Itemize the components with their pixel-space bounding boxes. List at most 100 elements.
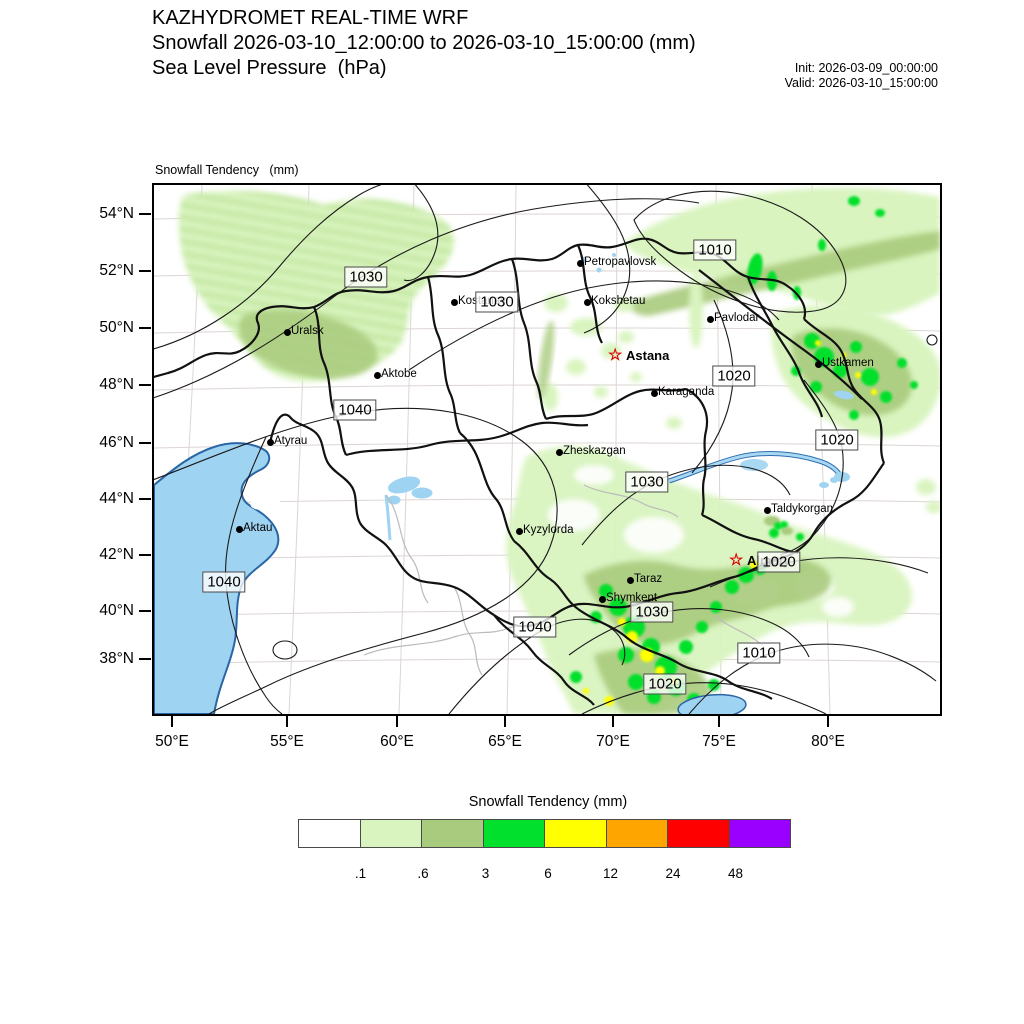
city-dot-pavlodar: [706, 315, 714, 323]
lat-label-54-n: 54°N: [99, 205, 134, 222]
colorbar-segment-6: [667, 819, 730, 848]
lat-label-40-n: 40°N: [99, 602, 134, 619]
city-dot-ustkamen: [814, 360, 822, 368]
lat-tick-44-n: [139, 498, 151, 500]
city-dot-karaganda: [650, 389, 658, 397]
lake-balkhash: [668, 451, 850, 484]
lat-tick-40-n: [139, 610, 151, 612]
city-dot-petropavlovsk: [576, 259, 584, 267]
init-time: Init: 2026-03-09_00:00:00: [794, 61, 938, 75]
colorbar-segment-7: [728, 819, 791, 848]
lon-tick-50-e: [171, 714, 173, 727]
city-label-uralsk: Uralsk: [291, 325, 324, 337]
lon-tick-75-e: [718, 714, 720, 727]
lon-label-55-e: 55°E: [270, 733, 304, 750]
colorbar-segment-5: [605, 819, 668, 848]
city-label-petropavlovsk: Petropavlovsk: [584, 256, 657, 268]
city-label-kokshetau: Kokshetau: [591, 295, 646, 307]
borders: [154, 237, 886, 706]
lat-label-52-n: 52°N: [99, 262, 134, 279]
city-label-taldykorgan: Taldykorgan: [771, 503, 834, 515]
city-dot-kyzylorda: [515, 527, 523, 535]
city-star-icon-almaty: ☆: [729, 552, 744, 569]
subtitle-pressure: Sea Level Pressure (hPa): [152, 57, 387, 79]
pressure-label-1030-9: 1030: [630, 601, 674, 623]
colorbar: Snowfall Tendency (mm) .1 .6 3 6 12 24 48: [298, 794, 800, 909]
lon-tick-60-e: [396, 714, 398, 727]
city-label-shymkent: Shymkent: [606, 592, 658, 604]
city-label-ustkamen: Ustkamen: [822, 357, 874, 369]
lat-label-46-n: 46°N: [99, 434, 134, 451]
colorbar-segment-2: [421, 819, 484, 848]
pressure-label-1040-10: 1040: [513, 616, 557, 638]
aral-lakes: [387, 476, 433, 505]
lat-tick-52-n: [139, 270, 151, 272]
colorbar-segment-0: [298, 819, 361, 848]
lat-label-44-n: 44°N: [99, 490, 134, 507]
colorbar-tick-24: 24: [665, 866, 681, 881]
pressure-label-1010-11: 1010: [737, 642, 781, 664]
map-overlay: KostanayPetropavlovskKokshetauPavlodarUr…: [154, 185, 940, 714]
subtitle-snowfall-range: Snowfall 2026-03-10_12:00:00 to 2026-03-…: [152, 32, 696, 54]
lon-label-50-e: 50°E: [155, 733, 189, 750]
colorbar-segment-3: [482, 819, 545, 848]
city-label-aktobe: Aktobe: [381, 368, 417, 380]
legend-line-snowfall: Snowfall Tendency (mm): [155, 163, 299, 177]
city-dot-atyrau: [266, 438, 274, 446]
colorbar-tick-3: 3: [481, 866, 490, 881]
city-label-astana: Astana: [626, 348, 670, 363]
page-title: KAZHYDROMET REAL-TIME WRF: [152, 7, 469, 29]
city-dot-taldykorgan: [763, 506, 771, 514]
run-times: Init: 2026-03-09_00:00:00 Valid: 2026-03…: [638, 61, 938, 91]
colorbar-title: Snowfall Tendency (mm): [468, 794, 628, 810]
lat-label-42-n: 42°N: [99, 546, 134, 563]
pressure-label-1030-0: 1030: [344, 266, 388, 288]
city-label-kyzylorda: Kyzylorda: [523, 524, 574, 536]
city-star-icon-astana: ☆: [608, 347, 623, 364]
lon-tick-70-e: [612, 714, 614, 727]
lon-label-70-e: 70°E: [596, 733, 630, 750]
lon-tick-65-e: [504, 714, 506, 727]
lon-tick-80-e: [827, 714, 829, 727]
city-label-karaganda: Karaganda: [658, 386, 715, 398]
colorbar-tick-12: 12: [602, 866, 619, 881]
colorbar-tick-6: 6: [544, 866, 552, 881]
lat-tick-42-n: [139, 554, 151, 556]
lat-label-50-n: 50°N: [99, 319, 134, 336]
lon-label-65-e: 65°E: [488, 733, 522, 750]
city-dot-uralsk: [283, 328, 291, 336]
city-label-taraz: Taraz: [634, 573, 663, 585]
lat-tick-54-n: [139, 213, 151, 215]
city-label-zheskazgan: Zheskazgan: [563, 445, 626, 457]
colorbar-tick-48: 48: [727, 866, 744, 881]
map-frame: KostanayPetropavlovskKokshetauPavlodarUr…: [152, 183, 942, 716]
colorbar-tick-p6: .6: [417, 866, 429, 881]
pressure-label-1010-1: 1010: [693, 239, 737, 261]
pressure-label-1020-5: 1020: [815, 429, 859, 451]
city-label-aktau: Aktau: [243, 522, 273, 534]
pressure-label-1030-6: 1030: [625, 471, 669, 493]
city-dot-taraz: [626, 576, 634, 584]
pressure-label-1040-4: 1040: [333, 399, 377, 421]
city-dot-aktobe: [373, 371, 381, 379]
city-dot-shymkent: [598, 595, 606, 603]
lat-tick-50-n: [139, 327, 151, 329]
map-canvas: [154, 185, 940, 714]
city-label-pavlodar: Pavlodar: [714, 312, 760, 324]
lat-label-38-n: 38°N: [99, 650, 134, 667]
colorbar-swatches: [298, 819, 791, 848]
lake-issyk-kul: [677, 693, 747, 714]
city-dot-kokshetau: [583, 298, 591, 306]
colorbar-tick-p1: .1: [354, 866, 367, 881]
pressure-label-1020-8: 1020: [757, 551, 801, 573]
lat-tick-38-n: [139, 658, 151, 660]
lat-label-48-n: 48°N: [99, 376, 134, 393]
snowfall-shading: [156, 187, 940, 714]
city-dot-zheskazgan: [555, 448, 563, 456]
header: KAZHYDROMET REAL-TIME WRF Snowfall 2026-…: [152, 6, 696, 81]
pressure-label-1030-2: 1030: [475, 291, 519, 313]
pressure-label-1040-7: 1040: [202, 571, 246, 593]
lon-label-75-e: 75°E: [702, 733, 736, 750]
valid-time: Valid: 2026-03-10_15:00:00: [784, 76, 938, 90]
